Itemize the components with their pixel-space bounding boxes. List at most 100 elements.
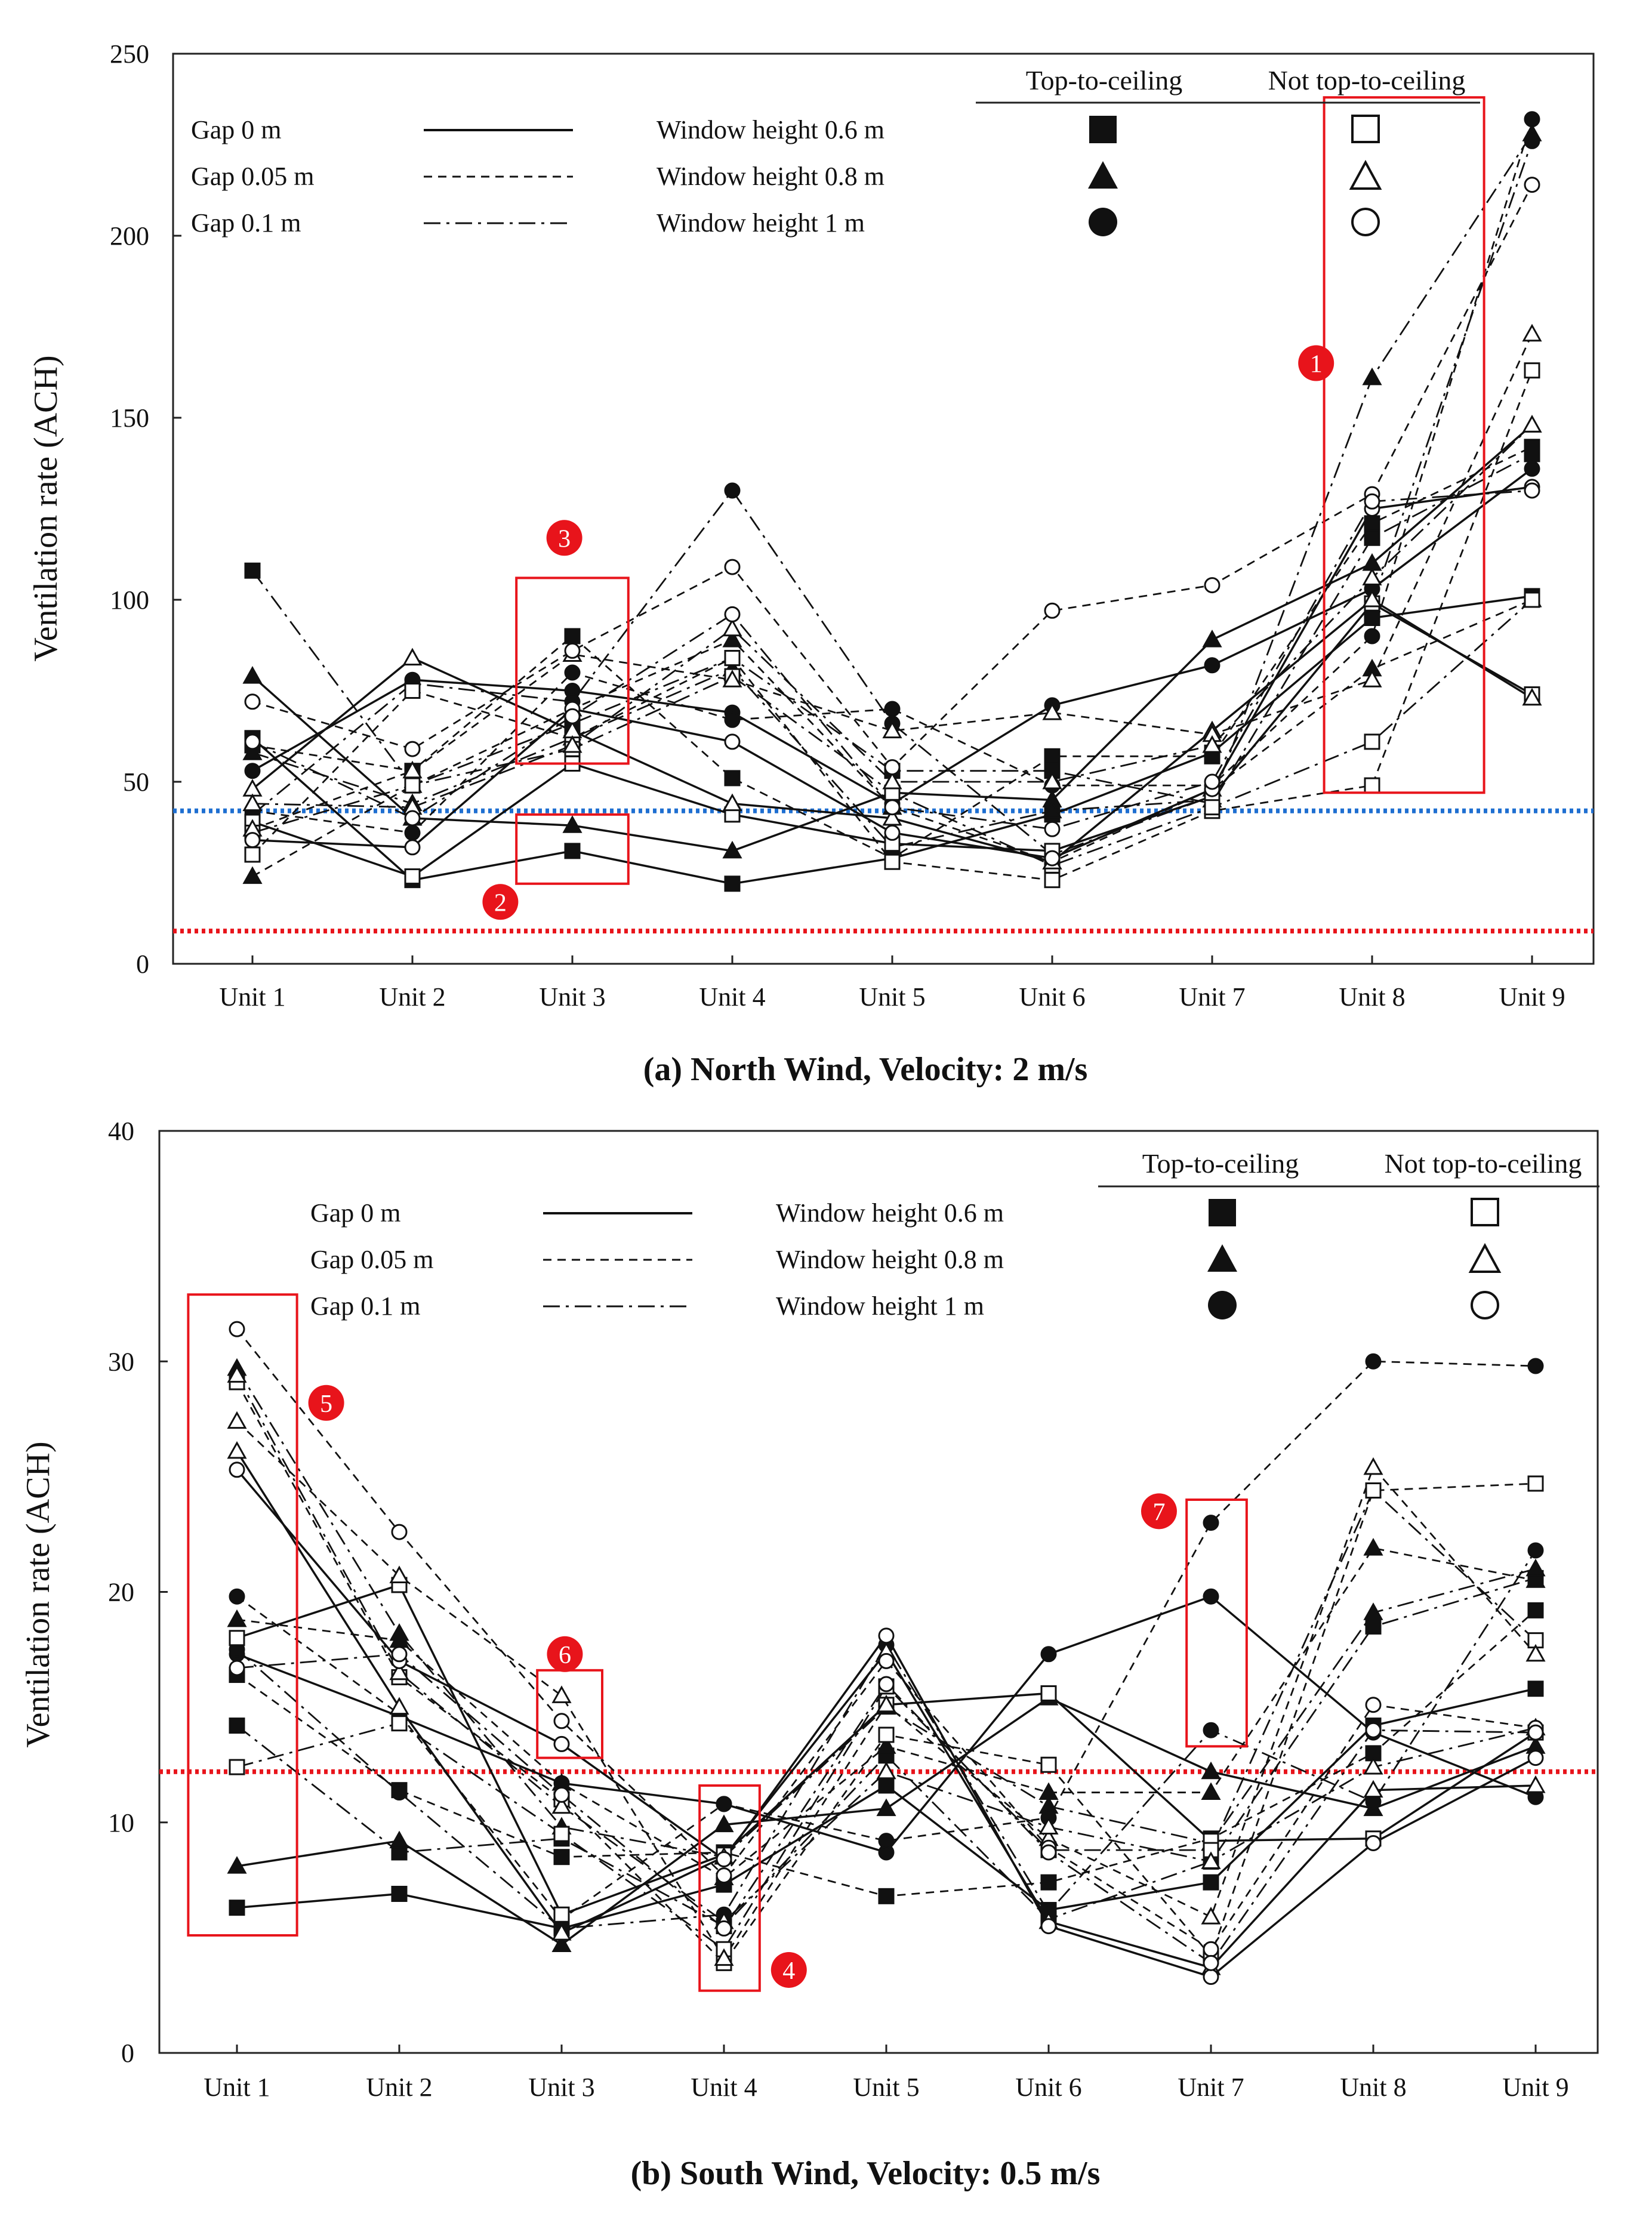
x-tick-label: Unit 7 [1178, 2073, 1244, 2102]
data-point-triangle [1362, 568, 1382, 585]
data-point-circle [1524, 111, 1540, 128]
legend-square-open-icon [1471, 1198, 1499, 1226]
data-point-square [229, 1630, 245, 1647]
annotation-boxes: 1 2 3 [482, 96, 1485, 920]
data-point-square [1040, 1874, 1057, 1891]
data-point-circle [724, 482, 741, 499]
annotation-box [515, 576, 630, 765]
annotation-box [187, 1293, 298, 1937]
data-point-triangle [1522, 323, 1542, 342]
data-point-circle [404, 741, 421, 757]
legend: Top-to-ceiling Not top-to-ceiling Gap 0 … [310, 1148, 1599, 1321]
series-markers [242, 415, 1542, 815]
data-point-square [724, 875, 741, 892]
annotation-badge-label: 3 [558, 525, 571, 553]
data-point-triangle [722, 630, 742, 648]
x-tick-label: Unit 2 [366, 2073, 432, 2102]
data-point-square [1365, 1482, 1382, 1499]
data-point-triangle [227, 1856, 247, 1874]
chart-caption: (a) North Wind, Velocity: 2 m/s [643, 1051, 1088, 1088]
legend-window-06: Window height 0.6 m [657, 115, 884, 144]
data-point-square [564, 843, 581, 859]
data-point-circle [1364, 493, 1380, 510]
data-point-triangle [1363, 1538, 1383, 1556]
legend-circle-open-icon [1471, 1291, 1499, 1319]
data-point-square [1527, 1602, 1544, 1618]
series-line [252, 133, 1533, 849]
data-point-triangle [1363, 1780, 1383, 1798]
data-point-triangle [389, 1830, 409, 1849]
x-tick-label: Unit 8 [1339, 982, 1405, 1012]
x-tick-label: Unit 9 [1502, 2073, 1568, 2102]
x-tick-label: Unit 7 [1179, 982, 1245, 1012]
data-point-square [229, 1900, 245, 1916]
data-point-triangle [551, 1796, 572, 1814]
data-point-triangle [551, 1685, 572, 1703]
data-point-square [404, 683, 421, 699]
data-point-square [1365, 1618, 1382, 1635]
data-point-circle [244, 693, 261, 710]
data-point-square [229, 1718, 245, 1734]
x-tick-label: Unit 6 [1019, 982, 1085, 1012]
data-point-triangle [1522, 687, 1542, 706]
y-tick-label: 200 [110, 221, 149, 251]
x-tick-label: Unit 8 [1340, 2073, 1406, 2102]
plot-frame [172, 53, 1595, 965]
y-tick-label: 10 [108, 1808, 134, 1837]
series [236, 1550, 1537, 1929]
data-point-triangle [402, 760, 423, 779]
annotation-box [515, 813, 630, 885]
series-markers [229, 1462, 1544, 1985]
series [252, 334, 1533, 830]
data-point-circle [884, 799, 901, 816]
data-point-square [878, 1777, 895, 1794]
data-point-triangle [714, 1814, 734, 1833]
data-point-triangle [1042, 800, 1062, 819]
data-point-square [1364, 733, 1380, 750]
legend-square-open-icon [1351, 115, 1380, 143]
x-tick-label: Unit 4 [691, 2073, 757, 2102]
data-point-square [229, 1759, 245, 1775]
data-point-triangle [1362, 670, 1382, 687]
data-point-triangle [242, 793, 263, 812]
y-axis-ticks: 0 10 20 30 40 [108, 1117, 168, 2068]
series [252, 184, 1533, 769]
data-point-square [404, 868, 421, 885]
x-tick-label: Unit 4 [699, 982, 765, 1012]
data-point-circle [1040, 1918, 1057, 1935]
x-axis-ticks: Unit 1 Unit 2 Unit 3 Unit 4 Unit 5 Unit 6 Unit… [219, 955, 1565, 1012]
data-point-circle [716, 1867, 732, 1884]
annotation-badge-label: 5 [320, 1390, 332, 1418]
y-axis-label: Ventilation rate (ACH) [20, 1441, 57, 1747]
data-point-triangle [722, 840, 742, 859]
series [236, 1374, 1536, 1923]
data-point-circle [884, 759, 901, 776]
x-tick-label: Unit 2 [379, 982, 445, 1012]
data-point-triangle [1201, 1782, 1221, 1800]
data-point-circle [878, 1627, 895, 1644]
data-point-triangle [389, 1565, 409, 1583]
data-point-circle [1365, 1697, 1382, 1713]
annotation-badge-label: 6 [559, 1642, 571, 1669]
data-point-square [1364, 515, 1380, 532]
x-tick-label: Unit 3 [539, 982, 605, 1012]
data-point-circle [884, 701, 901, 717]
legend-square-filled-icon [1209, 1199, 1236, 1226]
data-point-triangle [1363, 1602, 1383, 1620]
data-point-circle [564, 642, 581, 659]
data-point-square [1524, 591, 1540, 608]
series-line [236, 1374, 1536, 1923]
data-point-square [553, 1826, 570, 1842]
data-point-circle [1365, 1353, 1382, 1370]
x-axis-ticks: Unit 1 Unit 2 Unit 3 Unit 4 Unit 5 Unit 6 Unit… [204, 2045, 1569, 2102]
data-point-square [1203, 1874, 1219, 1891]
data-point-circle [244, 832, 261, 849]
series [236, 1577, 1536, 1928]
data-point-circle [878, 1652, 895, 1669]
data-point-triangle [876, 1694, 896, 1713]
data-point-square [1040, 1685, 1057, 1701]
data-point-circle [724, 733, 741, 750]
data-point-triangle [1525, 1570, 1546, 1588]
